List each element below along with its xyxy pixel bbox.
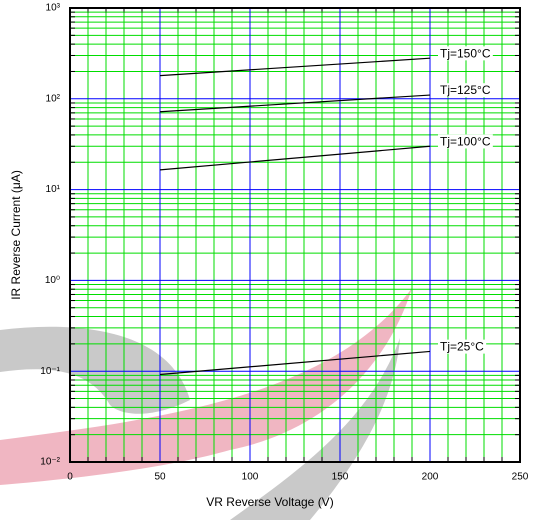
series-label: Tj=150°C — [440, 46, 491, 60]
y-tick-label: 10⁻¹ — [40, 366, 60, 377]
x-axis-label: VR Reverse Voltage (V) — [206, 495, 333, 509]
y-tick-label: 10⁻² — [40, 457, 60, 468]
label-background — [438, 46, 493, 61]
series-label: Tj=100°C — [440, 134, 491, 148]
y-axis-label: IR Reverse Current (μA) — [9, 170, 23, 300]
y-tick-label: 10¹ — [46, 184, 61, 195]
x-tick-label: 0 — [67, 472, 73, 483]
label-background — [438, 83, 493, 98]
x-tick-label: 200 — [422, 472, 439, 483]
grid — [69, 7, 521, 463]
x-tick-label: 250 — [512, 472, 529, 483]
series-line — [159, 94, 431, 113]
series-line — [159, 145, 431, 171]
x-tick-label: 150 — [332, 472, 349, 483]
series-label: Tj=125°C — [440, 83, 491, 97]
label-background — [438, 134, 493, 149]
y-tick-label: 10⁰ — [45, 275, 60, 286]
series-line — [159, 57, 431, 77]
series-label: Tj=25°C — [440, 340, 484, 354]
x-tick-label: 100 — [242, 472, 259, 483]
y-tick-label: 10³ — [46, 3, 61, 14]
plot-frame — [69, 7, 521, 463]
series-line — [159, 350, 431, 376]
y-tick-label: 10² — [46, 93, 61, 104]
x-tick-label: 50 — [154, 472, 166, 483]
label-background — [438, 339, 487, 354]
watermark — [0, 288, 412, 520]
